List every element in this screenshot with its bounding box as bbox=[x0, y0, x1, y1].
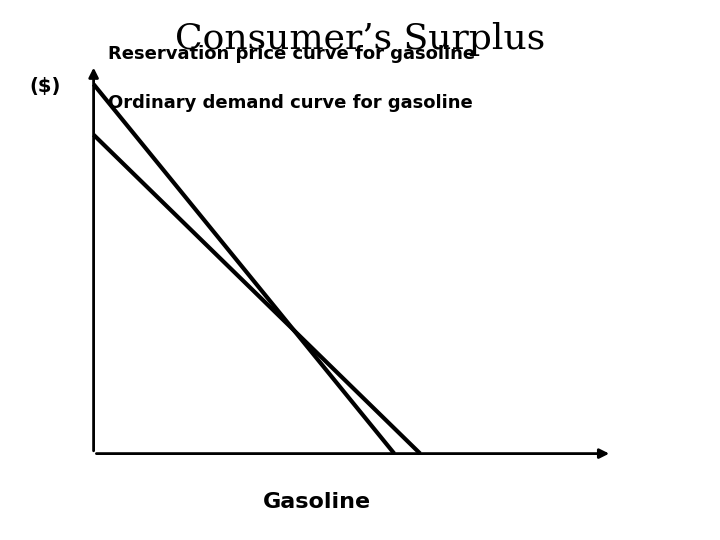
Text: Reservation price curve for gasoline: Reservation price curve for gasoline bbox=[108, 45, 475, 63]
Text: Gasoline: Gasoline bbox=[263, 492, 371, 512]
Text: ($): ($) bbox=[30, 77, 61, 96]
Text: Ordinary demand curve for gasoline: Ordinary demand curve for gasoline bbox=[108, 93, 473, 112]
Text: Consumer’s Surplus: Consumer’s Surplus bbox=[175, 22, 545, 56]
